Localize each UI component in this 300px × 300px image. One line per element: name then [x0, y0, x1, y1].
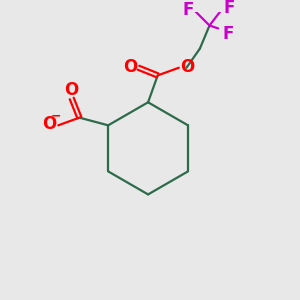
Text: O: O: [180, 58, 195, 76]
Text: O: O: [64, 81, 79, 99]
Text: O: O: [43, 116, 57, 134]
Text: −: −: [51, 109, 62, 122]
Text: F: F: [223, 0, 234, 17]
Text: O: O: [123, 58, 137, 76]
Text: F: F: [222, 25, 233, 43]
Text: F: F: [183, 1, 194, 19]
